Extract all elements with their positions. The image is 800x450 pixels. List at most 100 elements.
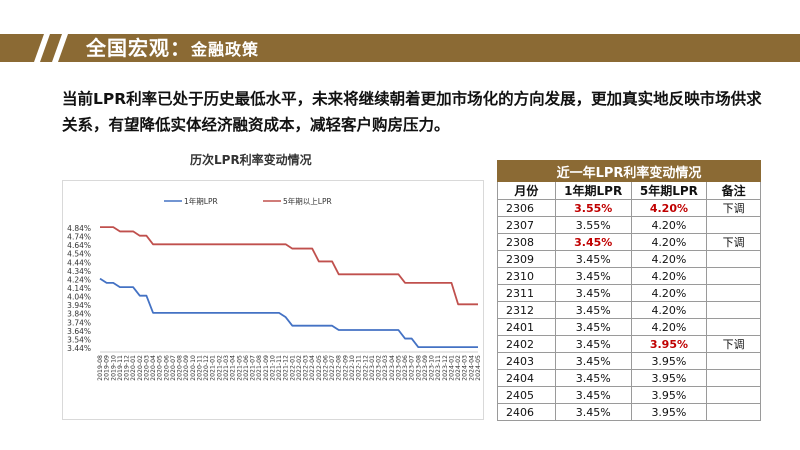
x-tick-label: 2021-05 bbox=[236, 355, 243, 381]
x-tick-label: 2019-11 bbox=[117, 355, 124, 381]
table-row: 2404 3.45% 3.95% bbox=[497, 369, 761, 387]
table-cell-5y: 4.20% bbox=[630, 233, 708, 251]
x-tick-label: 2024-05 bbox=[475, 355, 482, 381]
x-tick-label: 2022-04 bbox=[309, 355, 316, 381]
table-header-5y: 5年期LPR bbox=[630, 181, 708, 200]
table-cell-1y: 3.45% bbox=[554, 318, 632, 336]
x-tick-label: 2022-09 bbox=[342, 355, 349, 381]
y-tick-label: 4.64% bbox=[67, 241, 91, 250]
table-cell-5y: 3.95% bbox=[630, 369, 708, 387]
table-row: 2310 3.45% 4.20% bbox=[497, 267, 761, 285]
y-tick-label: 3.54% bbox=[67, 335, 91, 344]
x-tick-label: 2022-01 bbox=[289, 355, 296, 381]
x-tick-label: 2023-11 bbox=[435, 355, 442, 381]
table-cell-note: 下调 bbox=[706, 199, 761, 217]
table-body: 2306 3.55% 4.20% 下调 2307 3.55% 4.20% 2308 3.45% 4… bbox=[497, 199, 761, 421]
x-tick-label: 2021-12 bbox=[283, 355, 290, 381]
table-cell-1y: 3.45% bbox=[554, 386, 632, 404]
header-banner-shape bbox=[0, 34, 800, 62]
table-cell-5y: 4.20% bbox=[630, 216, 708, 234]
table-cell-note: 下调 bbox=[706, 335, 761, 353]
x-tick-label: 2020-05 bbox=[157, 355, 164, 381]
x-tick-label: 2020-07 bbox=[170, 355, 177, 381]
x-tick-label: 2020-04 bbox=[150, 355, 157, 381]
x-tick-label: 2020-03 bbox=[143, 355, 150, 381]
x-tick-label: 2023-07 bbox=[409, 355, 416, 381]
table-cell-month: 2404 bbox=[497, 369, 556, 387]
table-row: 2308 3.45% 4.20% 下调 bbox=[497, 233, 761, 251]
table-cell-5y: 4.20% bbox=[630, 199, 708, 217]
x-tick-label: 2024-03 bbox=[462, 355, 469, 381]
table-cell-1y: 3.45% bbox=[554, 284, 632, 302]
x-tick-label: 2020-09 bbox=[183, 355, 190, 381]
table-row: 2307 3.55% 4.20% bbox=[497, 216, 761, 234]
lpr-change-table: 近一年LPR利率变动情况 月份 1年期LPR 5年期LPR 备注 2306 3.5… bbox=[497, 160, 761, 421]
x-tick-label: 2023-09 bbox=[422, 355, 429, 381]
page-title: 全国宏观：金融政策 bbox=[86, 34, 259, 62]
x-tick-label: 2023-03 bbox=[382, 355, 389, 381]
table-cell-1y: 3.45% bbox=[554, 267, 632, 285]
table-header-month: 月份 bbox=[497, 181, 556, 200]
table-cell-note: 下调 bbox=[706, 233, 761, 251]
x-tick-label: 2021-11 bbox=[276, 355, 283, 381]
table-cell-note bbox=[706, 250, 761, 268]
y-tick-label: 4.54% bbox=[67, 250, 91, 259]
x-tick-label: 2019-12 bbox=[124, 355, 131, 381]
table-cell-5y: 3.95% bbox=[630, 335, 708, 353]
table-cell-note bbox=[706, 301, 761, 319]
header-bar bbox=[0, 34, 800, 62]
chart-frame bbox=[62, 180, 484, 420]
table-row: 2405 3.45% 3.95% bbox=[497, 386, 761, 404]
table-cell-5y: 4.20% bbox=[630, 284, 708, 302]
table-cell-note bbox=[706, 284, 761, 302]
table-cell-month: 2401 bbox=[497, 318, 556, 336]
table-cell-month: 2406 bbox=[497, 403, 556, 421]
table-cell-1y: 3.55% bbox=[554, 199, 632, 217]
x-tick-label: 2020-08 bbox=[177, 355, 184, 381]
x-tick-label: 2022-08 bbox=[336, 355, 343, 381]
table-row: 2309 3.45% 4.20% bbox=[497, 250, 761, 268]
x-tick-label: 2023-02 bbox=[376, 355, 383, 381]
y-tick-label: 4.44% bbox=[67, 258, 91, 267]
x-tick-label: 2020-12 bbox=[203, 355, 210, 381]
x-tick-label: 2020-02 bbox=[137, 355, 144, 381]
table-cell-month: 2310 bbox=[497, 267, 556, 285]
table-cell-1y: 3.45% bbox=[554, 335, 632, 353]
x-tick-label: 2024-02 bbox=[455, 355, 462, 381]
x-tick-label: 2021-01 bbox=[210, 355, 217, 381]
y-tick-label: 4.84% bbox=[67, 224, 91, 233]
table-cell-note bbox=[706, 386, 761, 404]
y-tick-label: 4.34% bbox=[67, 267, 91, 276]
table-cell-month: 2311 bbox=[497, 284, 556, 302]
table-cell-month: 2405 bbox=[497, 386, 556, 404]
table-cell-5y: 4.20% bbox=[630, 267, 708, 285]
table-cell-1y: 3.45% bbox=[554, 352, 632, 370]
table-cell-month: 2309 bbox=[497, 250, 556, 268]
table-row: 2401 3.45% 4.20% bbox=[497, 318, 761, 336]
x-tick-label: 2022-12 bbox=[362, 355, 369, 381]
table-cell-month: 2307 bbox=[497, 216, 556, 234]
y-tick-label: 4.24% bbox=[67, 275, 91, 284]
table-title: 近一年LPR利率变动情况 bbox=[497, 160, 761, 182]
y-tick-label: 3.84% bbox=[67, 310, 91, 319]
table-row: 2406 3.45% 3.95% bbox=[497, 403, 761, 421]
table-row: 2306 3.55% 4.20% 下调 bbox=[497, 199, 761, 217]
table-cell-1y: 3.45% bbox=[554, 250, 632, 268]
x-tick-label: 2019-10 bbox=[110, 355, 117, 381]
table-row: 2312 3.45% 4.20% bbox=[497, 301, 761, 319]
x-tick-label: 2022-03 bbox=[303, 355, 310, 381]
table-cell-5y: 4.20% bbox=[630, 250, 708, 268]
table-cell-1y: 3.45% bbox=[554, 301, 632, 319]
table-cell-note bbox=[706, 403, 761, 421]
y-tick-label: 3.74% bbox=[67, 318, 91, 327]
table-cell-1y: 3.45% bbox=[554, 369, 632, 387]
x-tick-label: 2021-04 bbox=[230, 355, 237, 381]
table-cell-5y: 3.95% bbox=[630, 386, 708, 404]
intro-text: 当前LPR利率已处于历史最低水平，未来将继续朝着更加市场化的方向发展，更加真实地… bbox=[62, 90, 762, 134]
x-tick-label: 2021-03 bbox=[223, 355, 230, 381]
x-tick-label: 2019-08 bbox=[97, 355, 104, 381]
x-tick-label: 2022-02 bbox=[296, 355, 303, 381]
x-tick-label: 2023-10 bbox=[429, 355, 436, 381]
table-cell-note bbox=[706, 369, 761, 387]
page-title-main: 全国宏观： bbox=[86, 36, 191, 60]
